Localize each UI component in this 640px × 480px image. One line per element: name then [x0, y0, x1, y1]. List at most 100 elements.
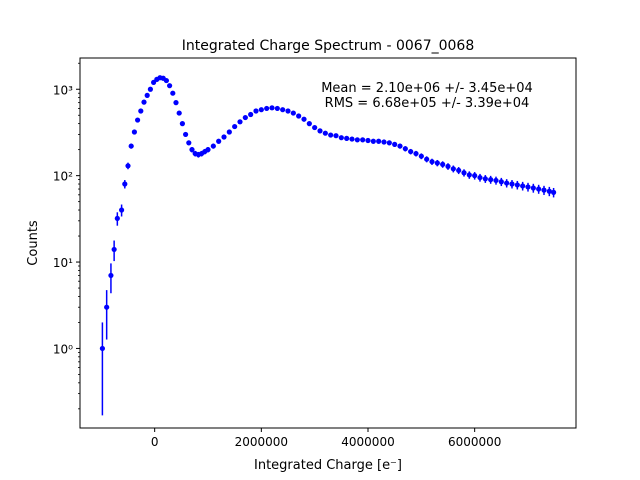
data-point	[530, 185, 536, 191]
data-point	[232, 123, 238, 130]
data-point	[546, 188, 552, 194]
data-point	[440, 161, 446, 167]
data-point	[349, 136, 355, 142]
data-point	[108, 272, 114, 279]
data-point	[306, 121, 312, 127]
data-point	[242, 114, 248, 121]
data-point	[536, 186, 542, 192]
data-point	[210, 143, 216, 149]
data-point	[221, 134, 227, 140]
data-point	[173, 100, 179, 106]
data-point	[493, 177, 499, 184]
annotation-mean: Mean = 2.10e+06 +/- 3.45e+04	[321, 81, 533, 96]
data-point	[466, 172, 472, 178]
data-point	[376, 138, 382, 144]
data-point	[456, 167, 462, 174]
data-point	[280, 107, 286, 113]
data-point	[424, 156, 430, 162]
data-point	[498, 179, 504, 185]
data-point	[392, 141, 398, 147]
data-point	[333, 133, 339, 139]
data-point	[163, 77, 169, 84]
data-point	[125, 163, 131, 169]
data-point	[237, 119, 243, 125]
data-point	[408, 148, 414, 155]
data-point	[183, 131, 189, 138]
data-point	[445, 163, 451, 169]
data-point	[258, 107, 264, 113]
data-point	[248, 111, 254, 118]
data-point	[122, 181, 128, 187]
data-point	[354, 137, 360, 143]
y-axis-label: Counts	[26, 220, 41, 266]
data-point	[312, 124, 318, 131]
x-tick-label: 2000000	[235, 435, 288, 449]
y-tick-label: 10³	[53, 83, 73, 97]
data-point	[402, 146, 408, 152]
data-point	[274, 105, 280, 112]
data-point	[99, 345, 105, 352]
data-point	[381, 139, 387, 145]
data-point	[360, 137, 366, 143]
data-point	[317, 128, 323, 134]
data-point	[111, 246, 117, 253]
data-point	[322, 130, 328, 136]
data-point	[167, 83, 173, 89]
data-point	[338, 135, 344, 141]
data-point	[397, 143, 403, 149]
data-point	[119, 207, 125, 213]
data-point	[413, 150, 419, 157]
data-point	[216, 138, 222, 144]
data-point	[253, 108, 259, 114]
data-point	[114, 215, 120, 222]
data-point	[144, 92, 150, 98]
data-point	[541, 187, 547, 193]
data-point	[477, 174, 483, 181]
data-point	[189, 147, 195, 153]
data-point	[138, 108, 144, 114]
data-point	[514, 182, 520, 188]
data-point	[296, 113, 302, 119]
data-point	[269, 105, 275, 111]
data-point	[551, 189, 557, 195]
plot-area-frame	[79, 57, 577, 429]
data-point	[186, 140, 192, 146]
data-point	[450, 166, 456, 172]
x-axis-label: Integrated Charge [e⁻]	[254, 458, 402, 473]
data-point	[264, 105, 270, 112]
data-point	[429, 159, 435, 165]
x-tick-label: 4000000	[341, 435, 394, 449]
data-point	[365, 137, 371, 144]
data-point	[170, 90, 176, 96]
data-points	[99, 75, 557, 416]
data-point	[509, 181, 515, 187]
data-point	[131, 129, 137, 135]
data-point	[434, 160, 440, 166]
annotation-rms: RMS = 6.68e+05 +/- 3.39e+04	[325, 96, 530, 111]
x-tick-label: 6000000	[448, 435, 501, 449]
data-point	[179, 121, 185, 127]
data-point	[328, 132, 334, 138]
data-point	[472, 173, 478, 179]
data-point	[176, 110, 182, 116]
x-tick-label: 0	[151, 435, 159, 449]
data-point	[147, 86, 153, 92]
data-point	[205, 147, 211, 153]
data-point	[135, 117, 141, 123]
data-point	[520, 183, 526, 189]
data-point	[285, 108, 291, 114]
y-tick-label: 10¹	[53, 256, 73, 270]
data-point	[504, 180, 510, 186]
data-point	[418, 153, 424, 159]
data-point	[370, 138, 376, 144]
data-point	[141, 99, 147, 105]
data-point	[104, 304, 110, 310]
data-point	[488, 177, 494, 183]
data-point	[226, 129, 232, 135]
y-tick-label: 10²	[53, 170, 73, 184]
data-point	[301, 116, 307, 122]
data-point	[128, 143, 134, 149]
data-point	[482, 176, 488, 182]
data-point	[386, 140, 392, 146]
